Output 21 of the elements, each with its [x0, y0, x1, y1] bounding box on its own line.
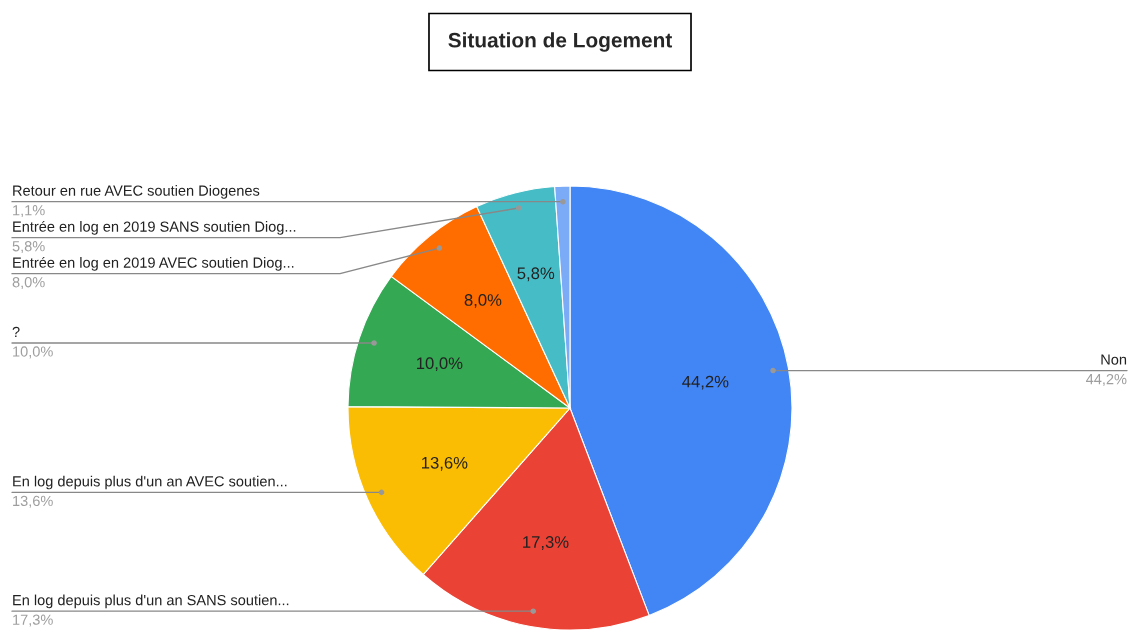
- slice-label: Non: [1101, 354, 1127, 365]
- text: 5,8%: [12, 241, 45, 254]
- slice-label: En log depuis plus d'un an SANS soutien...: [13, 594, 289, 609]
- text: 13,6%: [13, 495, 53, 508]
- data-label: 1,1%: [13, 205, 45, 218]
- data-label: 17,3%: [523, 536, 569, 550]
- slice-label: Entrée en log en 2019 AVEC soutien Diog...: [13, 256, 294, 271]
- data-label: 8,0%: [464, 294, 502, 308]
- text: 8,0%: [12, 277, 45, 290]
- chart-title: Situation de Logement: [448, 32, 673, 52]
- slice-label: Retour en rue AVEC soutien Diogenes: [13, 185, 260, 199]
- text: 10,0%: [13, 346, 53, 359]
- data-label: 13,6%: [422, 456, 468, 471]
- slice-label: Entrée en log en 2019 SANS soutien Diog...: [13, 220, 296, 235]
- data-label: 10,0%: [417, 357, 463, 372]
- slice-label: ?: [12, 326, 20, 337]
- text: 44,2%: [1085, 373, 1127, 387]
- data-label: 5,8%: [517, 267, 555, 282]
- slice-label: En log depuis plus d'un an AVEC soutien...: [13, 475, 287, 490]
- data-label: 44,2%: [682, 375, 729, 390]
- text: 17,3%: [13, 614, 53, 627]
